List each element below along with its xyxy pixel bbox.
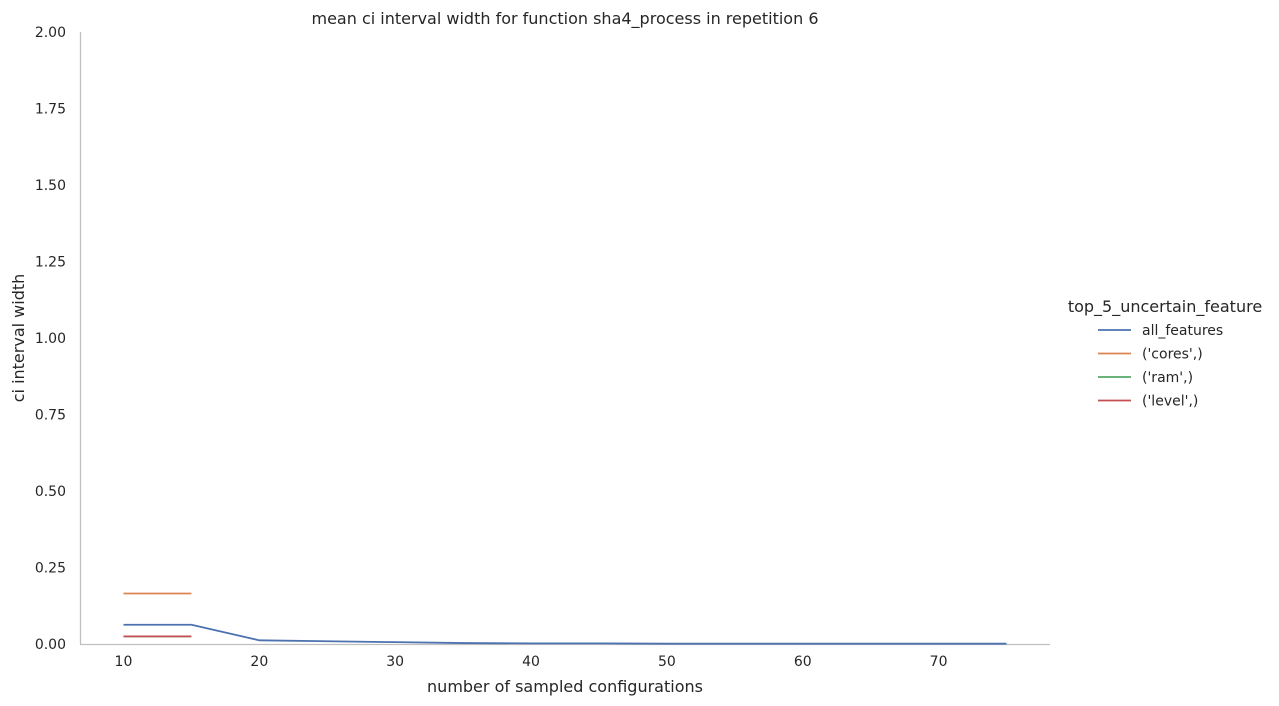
y-tick-labels: 0.00 0.25 0.50 0.75 1.00 1.25 1.50 1.75 2.00 <box>35 25 66 653</box>
y-axis-label: ci interval width <box>9 274 28 403</box>
legend-label: ('level',) <box>1142 394 1198 410</box>
y-tick-label: 1.25 <box>35 255 66 271</box>
x-tick-labels: 10 20 30 40 50 60 70 <box>115 654 948 670</box>
legend-label: all_features <box>1142 323 1223 339</box>
series-lines <box>123 592 1007 645</box>
x-tick-label: 10 <box>115 654 133 670</box>
legend-label: ('cores',) <box>1142 347 1203 363</box>
y-tick-label: 1.75 <box>35 102 66 118</box>
x-tick-label: 20 <box>250 654 268 670</box>
chart-title: mean ci interval width for function sha4… <box>312 9 819 29</box>
x-tick-label: 40 <box>522 654 540 670</box>
x-tick-label: 70 <box>930 654 948 670</box>
y-tick-label: 0.00 <box>35 637 66 653</box>
y-tick-label: 1.50 <box>35 178 66 194</box>
y-tick-label: 0.25 <box>35 561 66 577</box>
series-line-0 <box>123 623 1007 645</box>
x-axis-label: number of sampled configurations <box>427 677 703 696</box>
legend-label: ('ram',) <box>1142 370 1193 386</box>
y-tick-label: 1.00 <box>35 331 66 347</box>
x-tick-label: 50 <box>658 654 676 670</box>
legend-title: top_5_uncertain_feature <box>1068 297 1262 317</box>
y-tick-label: 2.00 <box>35 25 66 41</box>
y-tick-label: 0.50 <box>35 484 66 500</box>
y-tick-label: 0.75 <box>35 408 66 424</box>
x-tick-label: 30 <box>386 654 404 670</box>
legend: top_5_uncertain_feature all_features ('co… <box>1068 297 1262 410</box>
x-tick-label: 60 <box>794 654 812 670</box>
